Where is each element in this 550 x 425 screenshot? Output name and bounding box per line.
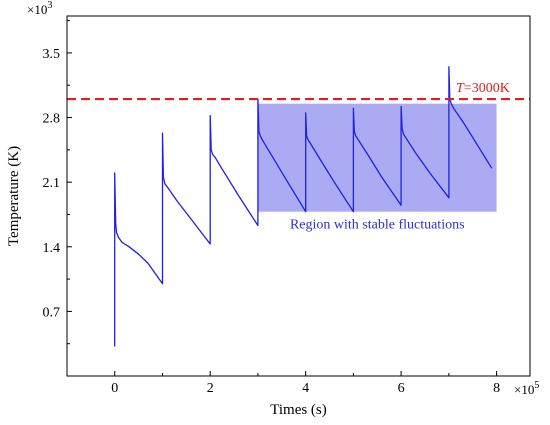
y-tick-label-3: 2.8: [43, 112, 61, 127]
stable-region-box: [257, 103, 497, 212]
y-axis-multiplier: ×103: [27, 0, 52, 17]
y-tick-label-2: 2.1: [43, 176, 61, 191]
series-layer: [114, 66, 493, 347]
y-tick-label-0: 0.7: [43, 305, 61, 320]
x-axis-multiplier: ×105: [514, 380, 539, 397]
y-tick-label-4: 3.5: [43, 47, 61, 62]
x-tick-label-0: 0: [111, 381, 118, 396]
x-axis-title: Times (s): [270, 402, 327, 418]
region-layer: [257, 103, 497, 212]
x-tick-label-4: 8: [493, 381, 500, 396]
threshold-label: T=3000K: [456, 81, 510, 96]
plot-frame: [66, 15, 531, 377]
y-axis-title: Temperature (K): [6, 146, 22, 246]
x-tick-label-1: 2: [207, 381, 214, 396]
plot-border: [66, 15, 531, 377]
y-tick-label-1: 1.4: [43, 241, 61, 256]
series-line-0: [114, 66, 493, 347]
ticks-layer: 0 2 4 6 8 0.7 1.4 2.1 2.8 3.5: [43, 20, 500, 396]
region-label: Region with stable fluctuations: [290, 218, 465, 233]
x-tick-label-3: 6: [398, 381, 405, 396]
x-tick-label-2: 4: [302, 381, 309, 396]
